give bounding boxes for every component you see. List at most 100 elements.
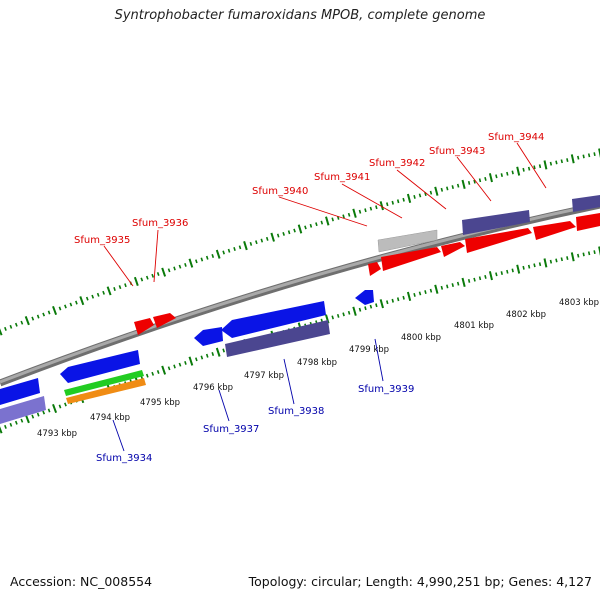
gene-label[interactable]: Sfum_3938	[268, 406, 324, 417]
tick-mark	[406, 193, 412, 203]
tick-mark	[315, 222, 318, 227]
tick-mark	[52, 403, 58, 414]
tick-mark	[304, 225, 307, 230]
tick-mark	[20, 418, 24, 423]
tick-mark	[418, 291, 422, 296]
forward-labels: Sfum_3935 Sfum_3936 Sfum_3940 Sfum_3941 …	[74, 132, 547, 287]
gene-arrow[interactable]	[368, 262, 381, 276]
gene-arrow[interactable]	[60, 350, 140, 383]
tick-mark	[287, 230, 291, 235]
tick-mark	[593, 152, 596, 157]
tick-mark	[566, 158, 569, 162]
tick-mark	[379, 201, 384, 211]
tick-label: 4800 kbp	[401, 333, 441, 343]
gene-arrow[interactable]	[221, 301, 326, 338]
tick-mark	[222, 348, 225, 353]
tick-mark	[4, 326, 7, 331]
gene-label[interactable]: Sfum_3935	[74, 235, 130, 246]
tick-mark	[161, 365, 167, 375]
gene-arrow[interactable]	[66, 378, 146, 404]
tick-mark	[151, 273, 155, 278]
gene-label[interactable]: Sfum_3936	[132, 218, 188, 229]
tick-label: 4793 kbp	[37, 429, 77, 439]
tick-mark	[495, 174, 498, 179]
gene-label[interactable]: Sfum_3941	[314, 172, 370, 183]
tick-mark	[364, 208, 367, 213]
gene-arrow[interactable]	[0, 378, 40, 405]
gene-arrow[interactable]	[225, 320, 330, 357]
tick-mark	[20, 320, 24, 325]
tick-mark	[297, 224, 303, 234]
tick-mark	[156, 272, 160, 276]
reverse-labels: Sfum_3934 Sfum_3937 Sfum_3938 Sfum_3939	[96, 338, 414, 464]
tick-mark	[342, 214, 345, 219]
tick-mark	[260, 238, 264, 243]
tick-mark	[156, 370, 160, 374]
tick-mark	[533, 165, 536, 170]
gene-label[interactable]: Sfum_3937	[203, 424, 259, 435]
tick-mark	[500, 173, 503, 177]
tick-mark	[9, 324, 13, 329]
gene-label[interactable]: Sfum_3942	[369, 158, 425, 169]
gene-arrow[interactable]	[381, 247, 441, 271]
gene-arrow[interactable]	[377, 229, 438, 253]
gene-label[interactable]: Sfum_3934	[96, 453, 152, 464]
tick-mark	[391, 200, 394, 205]
tick-mark	[233, 247, 236, 252]
gene-arrow[interactable]	[153, 313, 176, 328]
gene-arrow[interactable]	[355, 290, 374, 305]
tick-mark	[456, 183, 460, 188]
gene-arrow[interactable]	[64, 370, 144, 396]
tick-mark	[429, 288, 433, 293]
tick-mark	[560, 257, 563, 262]
tick-mark	[31, 316, 35, 321]
gene-label[interactable]: Sfum_3943	[429, 146, 485, 157]
tick-mark	[538, 262, 542, 267]
tick-mark	[527, 166, 531, 171]
tick-mark	[14, 322, 18, 327]
gene-arrow[interactable]	[572, 195, 600, 212]
tick-mark	[4, 424, 7, 429]
tick-mark	[113, 287, 116, 291]
tick-mark	[249, 241, 253, 246]
tick-mark	[593, 250, 596, 255]
gene-arrow[interactable]	[134, 318, 154, 335]
tick-mark	[533, 263, 536, 268]
tick-mark	[500, 271, 503, 275]
gene-arrow[interactable]	[441, 242, 465, 257]
tick-mark	[555, 160, 558, 165]
tick-mark	[506, 171, 509, 176]
tick-mark	[418, 193, 422, 198]
tick-mark	[215, 347, 221, 357]
tick-mark	[36, 314, 40, 319]
tick-mark	[478, 178, 482, 183]
tick-mark	[42, 410, 46, 415]
tick-mark	[543, 160, 548, 170]
gene-arrow[interactable]	[0, 396, 46, 424]
tick-mark	[36, 412, 40, 417]
tick-mark	[188, 258, 194, 268]
tick-mark	[488, 271, 493, 281]
tick-mark	[522, 265, 525, 270]
tick-mark	[484, 275, 487, 279]
tick-mark	[184, 262, 187, 267]
gene-label[interactable]: Sfum_3940	[252, 186, 308, 197]
gene-label[interactable]: Sfum_3944	[488, 132, 544, 143]
gene-label[interactable]: Sfum_3939	[358, 384, 414, 395]
gene-arrow[interactable]	[462, 210, 530, 235]
gene-arrow[interactable]	[576, 213, 600, 231]
map-title: Syntrophobacter fumaroxidans MPOB, compl…	[114, 8, 486, 23]
tick-mark	[379, 299, 384, 309]
tick-mark	[570, 154, 575, 164]
tick-mark	[347, 310, 351, 315]
tick-mark	[440, 187, 444, 192]
tick-mark	[0, 328, 3, 336]
tick-mark	[227, 248, 231, 253]
gene-arrow[interactable]	[194, 327, 223, 346]
tick-mark	[0, 426, 3, 434]
tick-mark	[587, 153, 591, 158]
gene-arrow[interactable]	[533, 221, 576, 240]
tick-mark	[386, 300, 389, 305]
gene-arrow[interactable]	[465, 228, 532, 253]
tick-mark	[331, 217, 334, 222]
